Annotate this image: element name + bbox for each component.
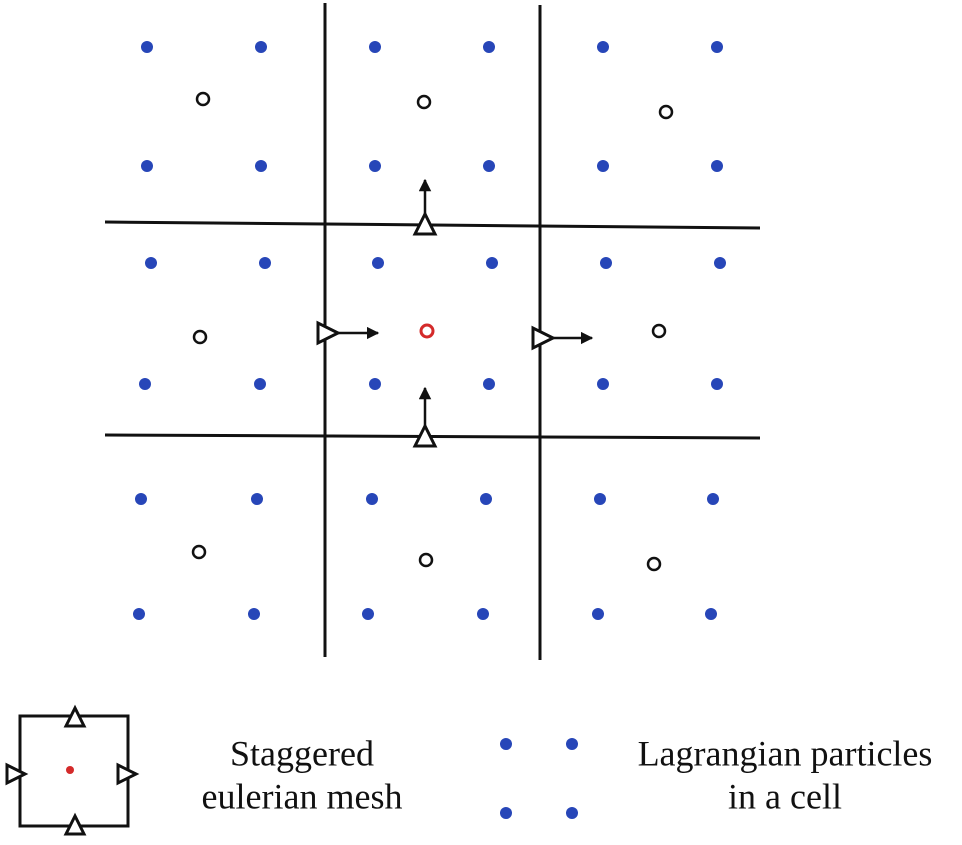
particle <box>369 378 381 390</box>
particle <box>711 41 723 53</box>
legend-face-node <box>63 704 87 728</box>
particle <box>133 608 145 620</box>
particle <box>259 257 271 269</box>
particle <box>597 41 609 53</box>
legend-particle <box>500 807 512 819</box>
particle <box>714 257 726 269</box>
particle <box>600 257 612 269</box>
cell-center <box>416 94 432 110</box>
legend-particle <box>500 738 512 750</box>
legend-particle <box>566 738 578 750</box>
particle <box>707 493 719 505</box>
particle <box>251 493 263 505</box>
cell-center <box>651 323 667 339</box>
cell-center <box>646 556 662 572</box>
cell-center <box>195 91 211 107</box>
legend-center <box>66 766 74 774</box>
legend-face-node <box>116 762 140 786</box>
particle <box>483 378 495 390</box>
particle <box>597 160 609 172</box>
particle <box>145 257 157 269</box>
particle <box>372 257 384 269</box>
particle <box>248 608 260 620</box>
particle <box>597 378 609 390</box>
particle <box>141 160 153 172</box>
particle <box>139 378 151 390</box>
legend-cell <box>18 714 130 828</box>
legend-label: Lagrangian particles <box>638 733 933 773</box>
particle <box>486 257 498 269</box>
mesh-line <box>104 220 761 230</box>
particle <box>362 608 374 620</box>
legend-label: eulerian mesh <box>202 776 403 816</box>
legend-face-node <box>5 762 29 786</box>
cell-center <box>418 552 434 568</box>
particle <box>135 493 147 505</box>
particle <box>711 160 723 172</box>
legend-particle <box>566 807 578 819</box>
cell-center <box>658 104 674 120</box>
face-node <box>316 320 342 346</box>
face-node <box>412 422 438 448</box>
particle <box>369 41 381 53</box>
particle <box>255 160 267 172</box>
particle <box>711 378 723 390</box>
cell-center <box>192 329 208 345</box>
particle <box>477 608 489 620</box>
cell-center <box>419 323 435 339</box>
particle <box>483 41 495 53</box>
legend-label: Staggered <box>230 733 374 773</box>
legend-face-node <box>63 812 87 836</box>
particle <box>255 41 267 53</box>
particle <box>254 378 266 390</box>
particle <box>141 41 153 53</box>
particle <box>705 608 717 620</box>
mesh-line <box>104 433 761 440</box>
face-node <box>531 325 557 351</box>
particle <box>480 493 492 505</box>
particle <box>483 160 495 172</box>
cell-center <box>191 544 207 560</box>
face-node <box>412 210 438 236</box>
legend-label: in a cell <box>728 776 842 816</box>
particle <box>366 493 378 505</box>
particle <box>594 493 606 505</box>
particle <box>369 160 381 172</box>
particle <box>592 608 604 620</box>
